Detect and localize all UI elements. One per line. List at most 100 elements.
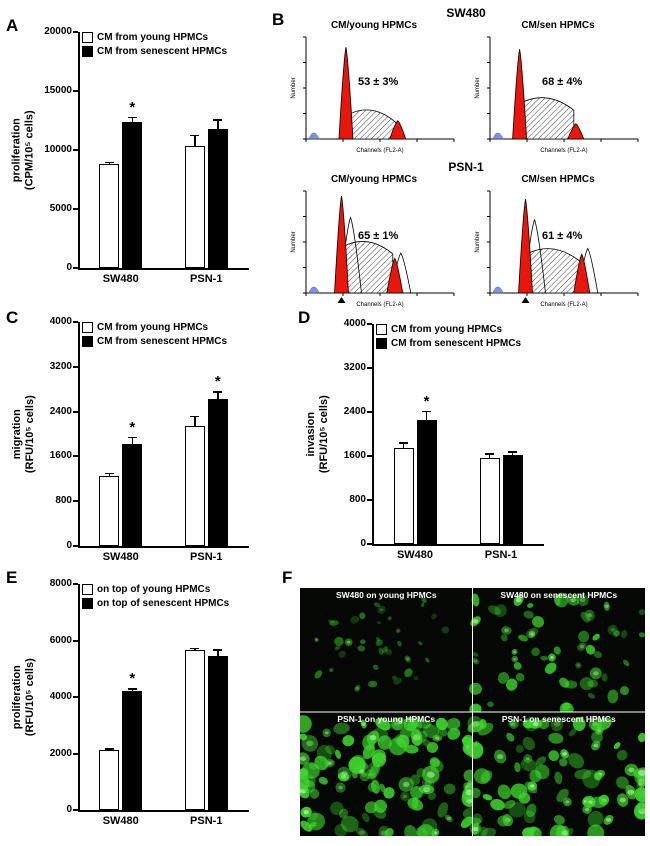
cell-blob [387, 616, 392, 621]
cell-blob [564, 680, 578, 689]
image-caption: PSN-1 on senescent HPMCs [502, 714, 616, 724]
s-phase-percent: 53 ± 3% [358, 76, 399, 88]
s-phase-percent: 68 ± 4% [542, 76, 583, 88]
cell-blob [409, 774, 421, 786]
y-tick-label: 3200 [343, 362, 366, 373]
cell-blob [325, 745, 336, 755]
cell-blob [378, 647, 384, 655]
flow-histogram-plot: Channels (FL2-A) Number [474, 33, 642, 154]
error-bar [131, 688, 133, 692]
y-tick [367, 367, 372, 369]
y-tick [367, 543, 372, 545]
y-tick [73, 696, 78, 698]
cell-blob [494, 604, 507, 618]
legend: CM from young HPMCs CM from senescent HPM… [82, 32, 227, 60]
cell-blob [522, 736, 535, 751]
cell-core [562, 752, 567, 756]
image-caption: SW480 on senescent HPMCs [500, 590, 617, 600]
cell-blob [515, 673, 525, 682]
cell-blob [426, 742, 439, 753]
cell-blob [584, 609, 595, 621]
fluorescence-image: PSN-1 on young HPMCs [294, 712, 478, 842]
cell-core [579, 597, 586, 603]
cell-blob [337, 766, 352, 780]
cell-blob [527, 603, 534, 608]
panel-d-label: D [298, 308, 311, 327]
cell-blob [413, 675, 419, 681]
cell-blob [568, 753, 585, 769]
cell-blob [314, 670, 323, 679]
cell-core [423, 786, 431, 793]
x-category-label: SW480 [396, 549, 434, 561]
y-tick [73, 809, 78, 811]
cell-core [637, 769, 647, 776]
cell-blob [506, 678, 518, 691]
cell-blob [497, 784, 512, 800]
cell-blob [482, 794, 493, 801]
cell-blob [592, 633, 600, 641]
y-tick [367, 455, 372, 457]
cell-blob [578, 630, 590, 643]
cell-blob [372, 664, 379, 670]
cell-blob [328, 619, 335, 624]
legend: on top of young HPMCs on top of senescent… [82, 584, 229, 612]
panel-e-label: E [6, 568, 18, 587]
cell-blob [473, 768, 491, 785]
cell-blob [597, 717, 612, 731]
cell-blob [501, 634, 508, 642]
cell-blob [636, 801, 648, 811]
cell-blob [437, 802, 449, 818]
cell-blob [329, 668, 334, 672]
cell-blob [587, 811, 604, 827]
x-axis-label: Channels (FL2-A) [540, 302, 587, 307]
cell-blob [619, 686, 629, 696]
flow-group-title-sw480: SW480 [446, 6, 486, 20]
cell-blob [572, 716, 586, 732]
cell-blob [391, 675, 397, 680]
cell-blob [497, 672, 510, 684]
axis-marker-triangle [521, 297, 530, 303]
fluorescence-image: PSN-1 on senescent HPMCs [467, 712, 650, 842]
cell-blob [593, 773, 602, 781]
y-tick [73, 267, 78, 269]
s-phase-region [522, 97, 575, 140]
cell-blob [369, 762, 381, 780]
cell-blob [518, 792, 531, 804]
cell-blob [354, 684, 361, 692]
cell-blob [515, 744, 524, 753]
legend-label: CM from young HPMCs [97, 32, 209, 43]
cell-core [412, 734, 421, 741]
y-tick [367, 323, 372, 325]
y-axis [78, 32, 80, 270]
cell-blob [548, 732, 564, 744]
cell-core [397, 629, 400, 632]
cell-blob [613, 630, 620, 637]
cell-blob [404, 655, 411, 663]
cell-blob [559, 757, 568, 767]
cell-blob [601, 673, 608, 682]
cell-blob [314, 755, 329, 771]
error-bar [194, 134, 196, 147]
cell-core [561, 830, 568, 836]
cell-blob [368, 680, 378, 688]
cell-blob [461, 816, 474, 829]
cell-blob [300, 820, 313, 832]
cell-blob [376, 621, 382, 625]
cell-blob [334, 823, 348, 837]
legend-label: CM from young HPMCs [97, 322, 209, 333]
y-tick-label: 0 [66, 804, 72, 815]
error-bar [217, 391, 219, 400]
cell-blob [548, 750, 560, 762]
cell-core [402, 794, 407, 799]
legend-swatch [82, 598, 93, 609]
y-axis [78, 584, 80, 812]
cell-core [426, 771, 435, 778]
cell-core [579, 644, 585, 649]
cell-blob [415, 719, 432, 729]
bar-PSN-1-series1 [207, 128, 228, 268]
cell-blob [638, 732, 646, 743]
panel-a-label: A [6, 16, 19, 35]
dna-content-histogram: Channels (FL2-A) Number [291, 190, 455, 308]
cell-blob [382, 646, 389, 654]
panel-a-proliferation-chart: 0 5000 10000 15000 20000 proliferation (CPM/10… [11, 22, 255, 294]
